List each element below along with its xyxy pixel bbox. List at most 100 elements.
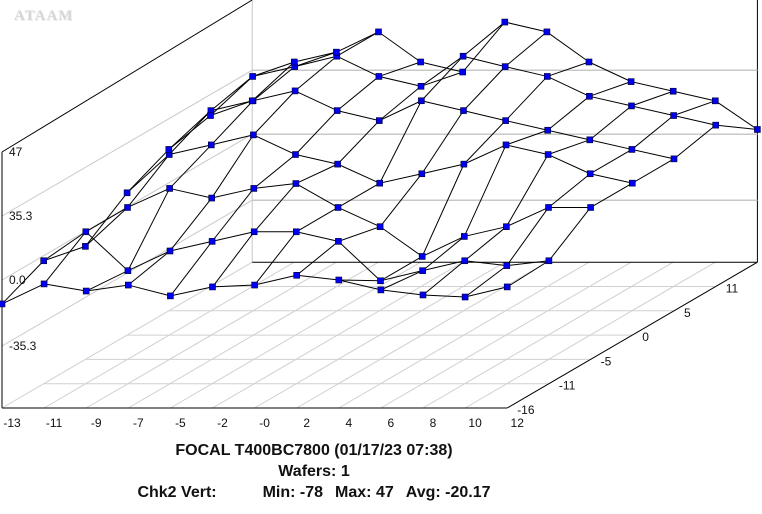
surface-edge xyxy=(506,260,550,288)
surface-edge xyxy=(463,66,506,111)
surface-edge xyxy=(378,61,421,77)
data-point-marker xyxy=(334,160,341,168)
surface-edge xyxy=(464,265,508,298)
data-point-marker xyxy=(503,223,510,230)
data-point-marker xyxy=(586,93,593,100)
surface-edge xyxy=(379,100,422,122)
surface-edge xyxy=(463,110,506,122)
surface-edge xyxy=(379,100,422,184)
data-point-marker xyxy=(377,277,384,285)
data-point-marker xyxy=(82,287,90,295)
data-point-marker xyxy=(0,300,6,308)
surface-edge xyxy=(337,110,380,122)
surface-edge xyxy=(631,90,674,107)
data-point-marker xyxy=(545,204,552,211)
x-tick-label: -0 xyxy=(259,416,270,430)
data-point-marker xyxy=(545,257,553,265)
data-point-marker xyxy=(123,189,131,197)
data-point-marker xyxy=(419,291,427,299)
surface-edge xyxy=(126,149,170,194)
surface-edge xyxy=(422,260,465,272)
surface-edge xyxy=(296,231,339,242)
surface-edge xyxy=(380,289,424,296)
surface-edge xyxy=(1,283,45,305)
surface-edge xyxy=(673,100,716,117)
x-tick-label: 8 xyxy=(430,416,437,430)
surface-edge xyxy=(251,61,295,102)
surface-edge xyxy=(296,207,339,233)
data-point-marker xyxy=(251,281,258,289)
surface-edge xyxy=(253,134,296,155)
x-tick-label: -9 xyxy=(91,416,102,430)
surface-edge xyxy=(295,110,338,155)
data-point-marker xyxy=(503,262,511,269)
x-tick-label: 12 xyxy=(511,416,525,430)
data-point-marker xyxy=(544,151,552,158)
surface-edge xyxy=(632,158,675,184)
data-point-marker xyxy=(250,228,258,236)
data-point-marker xyxy=(333,48,340,56)
surface-edge xyxy=(127,250,171,272)
data-point-marker xyxy=(335,238,342,245)
y-axis-line xyxy=(506,261,758,409)
x-tick-label: -13 xyxy=(3,416,21,430)
x-tick-label: 6 xyxy=(388,416,395,430)
surface-edge xyxy=(252,90,296,102)
data-point-marker xyxy=(502,117,509,124)
surface-edge xyxy=(506,260,549,267)
surface-edge xyxy=(421,163,465,257)
surface-edge xyxy=(43,245,86,262)
metric-label: Chk2 Vert: xyxy=(137,484,217,501)
surface-edge xyxy=(169,197,213,252)
stat-avg: Avg: -20.17 xyxy=(405,484,491,501)
surface-edge xyxy=(631,148,675,160)
surface-edge xyxy=(547,154,591,175)
data-point-marker xyxy=(417,58,424,66)
data-point-marker xyxy=(670,112,677,119)
surface-edge xyxy=(169,144,212,156)
surface-edge xyxy=(211,134,254,199)
surface-edge xyxy=(464,226,507,262)
surface-edge xyxy=(547,61,590,77)
surface-wireframe xyxy=(1,21,758,305)
data-point-marker xyxy=(418,253,426,260)
surface-edge xyxy=(336,76,380,111)
surface-edge xyxy=(169,240,213,252)
y-tick-label: -16 xyxy=(517,403,535,417)
y-tick-label: -5 xyxy=(601,354,612,368)
surface-edge xyxy=(127,154,170,208)
data-point-marker xyxy=(167,292,174,300)
surface-edge xyxy=(43,231,87,285)
data-point-marker xyxy=(292,228,300,236)
surface-edge xyxy=(212,284,255,288)
surface-edge xyxy=(715,124,758,130)
surface-edge xyxy=(127,187,170,208)
surface-edge xyxy=(295,163,338,184)
data-point-marker xyxy=(248,97,256,105)
y-tick-label: -11 xyxy=(559,379,576,393)
surface-edge xyxy=(210,76,253,116)
data-point-marker xyxy=(628,146,636,153)
data-point-marker xyxy=(628,179,636,187)
data-point-marker xyxy=(250,131,257,139)
data-point-marker xyxy=(82,228,90,236)
data-point-marker xyxy=(460,160,468,168)
surface-edge xyxy=(422,294,466,298)
data-point-marker xyxy=(627,78,635,85)
surface-edge xyxy=(379,173,422,184)
data-point-marker xyxy=(335,276,343,284)
surface-edge xyxy=(252,61,295,77)
surface-edge xyxy=(168,110,212,150)
surface-edge xyxy=(463,144,507,237)
data-point-marker xyxy=(291,87,299,95)
chart-title: FOCAL T400BC7800 (01/17/23 07:38) xyxy=(175,442,453,459)
surface-edge xyxy=(295,154,338,165)
data-point-marker xyxy=(165,146,173,153)
x-tick-label: -5 xyxy=(175,416,186,430)
surface-edge xyxy=(336,55,380,77)
data-point-marker xyxy=(333,107,341,114)
stat-max: Max: 47 xyxy=(335,484,394,501)
surface-edge xyxy=(630,81,674,92)
surface-edge xyxy=(211,188,255,242)
surface-edge xyxy=(338,226,381,242)
